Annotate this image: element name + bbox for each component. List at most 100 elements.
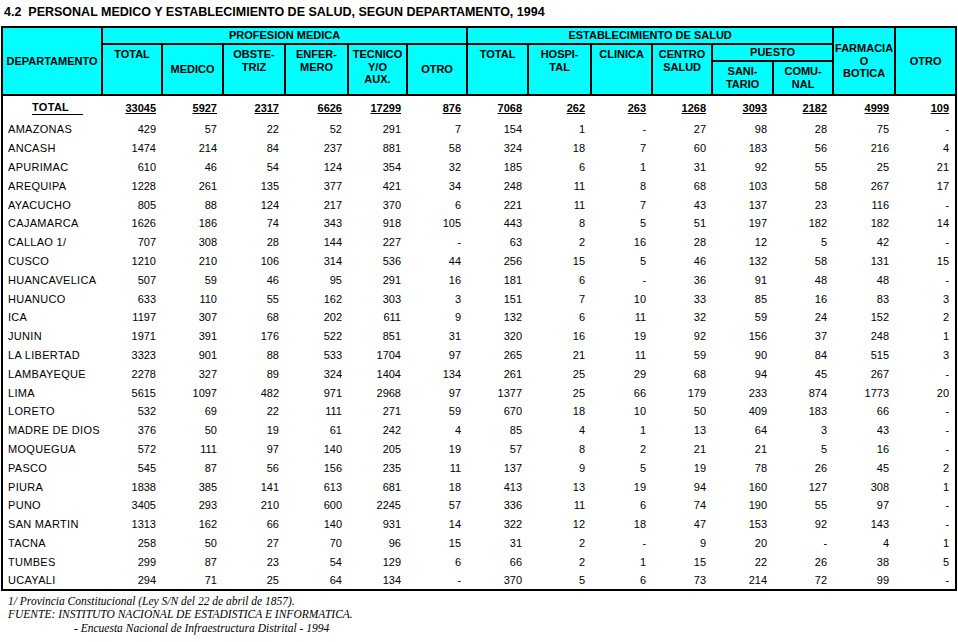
cell: 18	[528, 402, 591, 421]
cell: 11	[591, 346, 652, 365]
cell: 248	[833, 327, 895, 346]
cell: 68	[652, 364, 712, 383]
cell: 132	[712, 252, 773, 271]
cell: 66	[223, 515, 285, 534]
cell: 45	[773, 364, 833, 383]
cell: 261	[162, 176, 223, 195]
cell: 1313	[102, 515, 162, 534]
cell: 56	[223, 458, 285, 477]
cell: 600	[285, 496, 348, 515]
cell: 60	[652, 139, 712, 158]
cell: 1626	[102, 214, 162, 233]
cell: 2182	[773, 95, 833, 120]
col-header-centro-salud: CENTRO SALUD	[652, 44, 712, 95]
cell: 918	[348, 214, 407, 233]
cell: 16	[591, 233, 652, 252]
cell: 7	[528, 289, 591, 308]
row-label: AMAZONAS	[2, 120, 102, 139]
table-row: UCAYALI294712564134-37056732147299-	[2, 571, 956, 590]
cell: 19	[591, 327, 652, 346]
cell: 7068	[467, 95, 528, 120]
cell: 429	[102, 120, 162, 139]
cell: 971	[285, 383, 348, 402]
row-label: TACNA	[2, 534, 102, 553]
cell: 377	[285, 176, 348, 195]
cell: 46	[223, 270, 285, 289]
row-label: AYACUCHO	[2, 195, 102, 214]
cell: 58	[773, 252, 833, 271]
cell: 44	[407, 252, 467, 271]
cell: 16	[407, 270, 467, 289]
table-row: LIMA561510974829712968971377256617923387…	[2, 383, 956, 402]
cell: 3	[407, 289, 467, 308]
cell: 409	[712, 402, 773, 421]
cell: 59	[407, 402, 467, 421]
col-header-obstetriz: OBSTE- TRIZ	[223, 44, 285, 95]
cell: 670	[467, 402, 528, 421]
cell: 299	[102, 552, 162, 571]
cell: 1210	[102, 252, 162, 271]
table-row: LORETO53269221112715967018105040918366-	[2, 402, 956, 421]
cell: 2278	[102, 364, 162, 383]
cell: 55	[773, 158, 833, 177]
cell: 308	[833, 477, 895, 496]
cell: 227	[348, 233, 407, 252]
cell: 235	[348, 458, 407, 477]
cell: 265	[467, 346, 528, 365]
cell: 152	[833, 308, 895, 327]
cell: 46	[162, 158, 223, 177]
cell: 85	[467, 421, 528, 440]
table-row: HUANCAVELICA507594695291161816-36914848-	[2, 270, 956, 289]
cell: 21	[652, 440, 712, 459]
table-row: PUNO3405293210600224557336116741905597-	[2, 496, 956, 515]
cell: 185	[467, 158, 528, 177]
col-header-puesto-comunal: COMU- NAL	[773, 61, 833, 95]
cell: 6	[528, 308, 591, 327]
cell: 15	[407, 534, 467, 553]
cell: 2245	[348, 496, 407, 515]
cell: 267	[833, 176, 895, 195]
cell: 532	[102, 402, 162, 421]
cell: 26	[773, 552, 833, 571]
row-label: HUANCAVELICA	[2, 270, 102, 289]
cell: 21	[528, 346, 591, 365]
cell: 66	[467, 552, 528, 571]
row-label: CALLAO 1/	[2, 233, 102, 252]
cell: 507	[102, 270, 162, 289]
cell: 140	[285, 440, 348, 459]
group-header-puesto: PUESTO	[712, 44, 833, 61]
cell: 515	[833, 346, 895, 365]
cell: 31	[652, 158, 712, 177]
cell: 1773	[833, 383, 895, 402]
cell: -	[895, 421, 956, 440]
cell: 9	[652, 534, 712, 553]
cell: 24	[773, 308, 833, 327]
cell: 522	[285, 327, 348, 346]
cell: 17299	[348, 95, 407, 120]
row-label: PASCO	[2, 458, 102, 477]
table-row: AREQUIPA12282611353774213424811868103582…	[2, 176, 956, 195]
cell: 1228	[102, 176, 162, 195]
cell: -	[407, 571, 467, 590]
cell: 13	[652, 421, 712, 440]
cell: 354	[348, 158, 407, 177]
cell: 87	[162, 552, 223, 571]
cell: 9	[407, 308, 467, 327]
row-label: HUANUCO	[2, 289, 102, 308]
cell: 7	[407, 120, 467, 139]
cell: 38	[833, 552, 895, 571]
cell: 3323	[102, 346, 162, 365]
cell: 7	[591, 139, 652, 158]
cell: 83	[833, 289, 895, 308]
cell: 210	[162, 252, 223, 271]
cell: 613	[285, 477, 348, 496]
cell: 61	[285, 421, 348, 440]
group-header-profesion-medica: PROFESION MEDICA	[102, 27, 467, 44]
cell: 59	[162, 270, 223, 289]
cell: 237	[285, 139, 348, 158]
cell: 533	[285, 346, 348, 365]
cell: 84	[773, 346, 833, 365]
cell: 22	[223, 402, 285, 421]
cell: 1838	[102, 477, 162, 496]
cell: -	[591, 534, 652, 553]
